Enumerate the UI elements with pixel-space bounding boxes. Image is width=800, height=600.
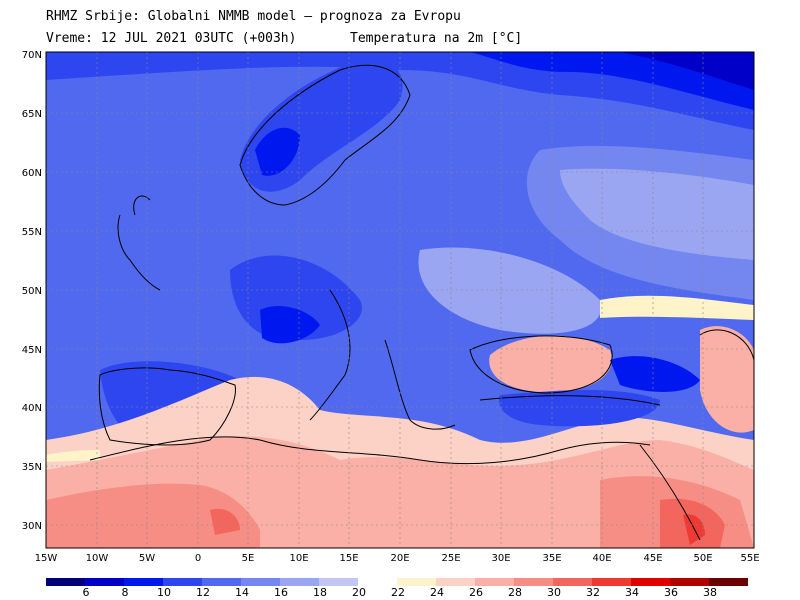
forecast-time: Vreme: 12 JUL 2021 03UTC (+003h) (46, 31, 297, 46)
colorbar-swatch (280, 578, 319, 586)
chart-title: RHMZ Srbije: Globalni NMMB model — progn… (46, 9, 461, 24)
colorbar-label: 36 (664, 586, 678, 599)
lon-label: 15W (35, 553, 58, 564)
colorbar-swatch (514, 578, 553, 586)
lat-label: 60N (22, 168, 42, 179)
variable-name: Temperatura na 2m [°C] (350, 31, 523, 46)
lon-label: 50E (693, 553, 712, 564)
colorbar-label: 8 (121, 586, 129, 599)
map-frame (45, 51, 755, 549)
colorbar-label: 14 (235, 586, 249, 599)
colorbar-swatch (670, 578, 709, 586)
graticule (46, 52, 754, 548)
colorbar-label: 34 (625, 586, 639, 599)
colorbar-swatch (475, 578, 514, 586)
colorbar-label: 6 (82, 586, 90, 599)
colorbar-swatch (124, 578, 163, 586)
colorbar-swatch (46, 578, 85, 586)
lon-label: 5E (242, 553, 255, 564)
lat-label: 50N (22, 286, 42, 297)
colorbar-swatch (592, 578, 631, 586)
colorbar-label: 22 (391, 586, 405, 599)
colorbar-label: 16 (274, 586, 288, 599)
colorbar-label: 30 (547, 586, 561, 599)
colorbar-swatch (319, 578, 358, 586)
lon-label: 40E (592, 553, 611, 564)
colorbar-swatch (241, 578, 280, 586)
colorbar-swatch (358, 578, 397, 586)
colorbar (46, 578, 748, 586)
colorbar-label: 26 (469, 586, 483, 599)
lon-label: 45E (643, 553, 662, 564)
longitude-labels: 15W 10W 5W 0 5E 10E 15E 20E 25E 30E 35E … (35, 553, 760, 564)
lon-label: 10E (289, 553, 308, 564)
lon-label: 15E (339, 553, 358, 564)
lat-label: 40N (22, 403, 42, 414)
lat-label: 30N (22, 521, 42, 532)
lat-label: 55N (22, 227, 42, 238)
colorbar-label: 38 (703, 586, 717, 599)
colorbar-swatch (163, 578, 202, 586)
colorbar-swatch (202, 578, 241, 586)
colorbar-swatch (85, 578, 124, 586)
colorbar-label: 32 (586, 586, 600, 599)
colorbar-label: 10 (157, 586, 171, 599)
lon-label: 25E (441, 553, 460, 564)
lon-label: 30E (491, 553, 510, 564)
latitude-labels: 70N 65N 60N 55N 50N 45N 40N 35N 30N (22, 50, 42, 532)
colorbar-swatch (436, 578, 475, 586)
colorbar-label: 20 (352, 586, 366, 599)
lat-label: 65N (22, 109, 42, 120)
lon-label: 10W (86, 553, 109, 564)
colorbar-label: 12 (196, 586, 210, 599)
colorbar-swatch (709, 578, 748, 586)
colorbar-label: 24 (430, 586, 444, 599)
lat-label: 70N (22, 50, 42, 61)
colorbar-swatch (397, 578, 436, 586)
coastlines (89, 64, 754, 541)
lat-label: 45N (22, 345, 42, 356)
lat-label: 35N (22, 462, 42, 473)
colorbar-label: 18 (313, 586, 327, 599)
colorbar-swatch (553, 578, 592, 586)
lon-label: 20E (390, 553, 409, 564)
colorbar-swatch (631, 578, 670, 586)
lon-label: 55E (740, 553, 759, 564)
lon-label: 0 (195, 553, 201, 564)
lon-label: 35E (542, 553, 561, 564)
lon-label: 5W (139, 553, 155, 564)
colorbar-label: 28 (508, 586, 522, 599)
